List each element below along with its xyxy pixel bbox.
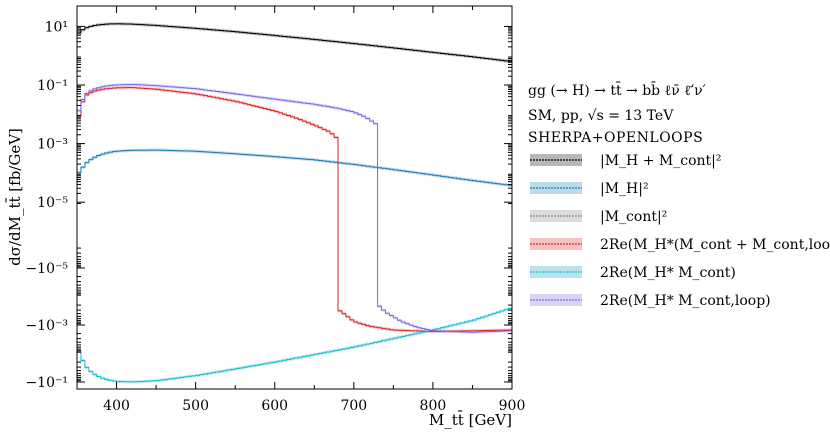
series-line-1 [77, 149, 512, 186]
series-line-4 [77, 307, 512, 383]
x-tick-label-3: 700 [340, 398, 367, 414]
series-line-3 [77, 87, 512, 333]
series-band-3 [77, 85, 512, 334]
series-line-0 [77, 23, 512, 62]
legend-entries: |M_H + M_cont|² |M_H|² |M_cont|² 2Re(M_H*(M… [530, 153, 830, 309]
legend-label-0: |M_H + M_cont|² [600, 153, 721, 169]
series-band-5 [77, 82, 512, 334]
legend-label-2: |M_cont|² [600, 209, 667, 225]
x-tick-label-5: 900 [499, 398, 526, 414]
y-tick-label-6: −10⁻¹ [25, 375, 68, 391]
series-band-0 [77, 22, 512, 63]
y-tick-label-2: 10⁻³ [37, 137, 68, 153]
legend-process: gg (→ H) → tt̄ → bb̄ ℓν̄ ℓ̄′ν′ [528, 81, 706, 99]
legend-energy: SM, pp, √s = 13 TeV [528, 108, 674, 124]
x-tick-labels: 400 500 600 700 800 900 [103, 398, 525, 414]
y-tick-label-0: 10¹ [45, 19, 68, 35]
y-tick-label-3: 10⁻⁵ [37, 195, 68, 211]
y-tick-label-4: −10⁻⁵ [25, 261, 68, 277]
y-tick-label-5: −10⁻³ [25, 318, 68, 334]
x-tick-label-4: 800 [420, 398, 447, 414]
plot-frame [76, 5, 513, 390]
legend-label-1: |M_H|² [600, 181, 649, 197]
series-lines [77, 23, 512, 383]
series-band-4 [77, 306, 512, 384]
x-tick-label-0: 400 [103, 398, 130, 414]
x-axis-label: M_tt̄ [GeV] [429, 411, 512, 429]
y-tick-labels: 10¹ 10⁻¹ 10⁻³ 10⁻⁵ −10⁻⁵ −10⁻³ −10⁻¹ [25, 19, 68, 391]
legend-label-5: 2Re(M_H* M_cont,loop) [600, 293, 771, 309]
y-tick-label-1: 10⁻¹ [37, 78, 68, 94]
y-axis-label: dσ/dM_tt̄ [fb/GeV] [6, 128, 24, 266]
x-tick-label-2: 600 [261, 398, 288, 414]
series-band-1 [77, 148, 512, 187]
x-tick-label-1: 500 [182, 398, 209, 414]
legend-label-3: 2Re(M_H*(M_cont + M_cont,loop)) [600, 237, 830, 253]
uncertainty-bands [77, 22, 512, 384]
series-line-5 [77, 83, 512, 333]
legend-generator: SHERPA+OPENLOOPS [528, 130, 703, 146]
axis-ticks [76, 6, 513, 389]
legend: gg (→ H) → tt̄ → bb̄ ℓν̄ ℓ̄′ν′ SM, pp, √… [528, 81, 830, 309]
legend-label-4: 2Re(M_H* M_cont) [600, 265, 736, 281]
